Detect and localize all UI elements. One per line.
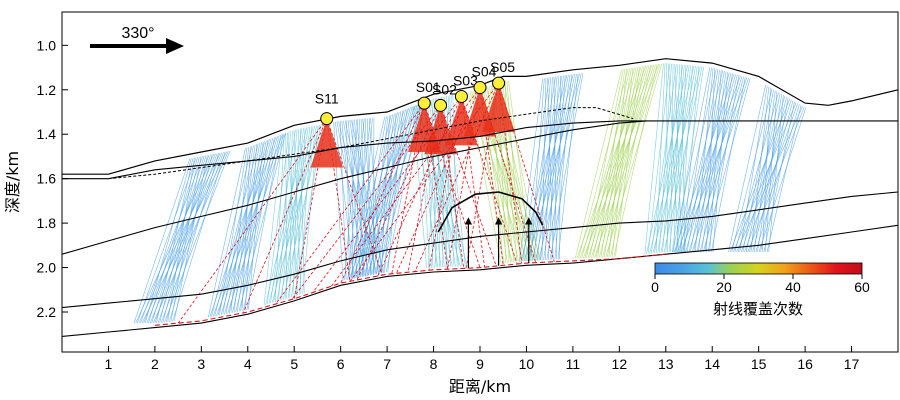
station-label: S02 xyxy=(432,81,457,97)
x-tick-label: 10 xyxy=(519,356,535,372)
y-tick-label: 1.4 xyxy=(37,126,57,142)
x-tick-label: 13 xyxy=(658,356,674,372)
station-circle-icon xyxy=(492,76,506,90)
station-marker: S01 xyxy=(416,79,441,110)
dome-outline xyxy=(437,191,544,233)
ray-path xyxy=(391,103,425,274)
station-circle-icon xyxy=(434,98,448,112)
ray-path xyxy=(326,118,383,276)
x-axis-ticks: 1 2 3 4 5 6 7 8 9 10 11 12 13 14 15 16 17 xyxy=(105,346,860,372)
direction-indicator: 330° xyxy=(90,25,184,54)
dome-body-layer xyxy=(437,191,544,269)
interface-line xyxy=(62,120,898,180)
ray-path xyxy=(356,105,441,281)
ray-fan xyxy=(310,118,343,168)
x-tick-label: 9 xyxy=(476,356,484,372)
dashed-reflector-line xyxy=(108,107,634,180)
ray-path xyxy=(407,105,441,273)
interface-line xyxy=(62,120,648,255)
ray-coverage-band xyxy=(672,67,751,253)
ray-path xyxy=(428,96,462,271)
x-tick-label: 8 xyxy=(430,356,438,372)
station-label: S11 xyxy=(315,91,339,107)
y-tick-label: 2.2 xyxy=(37,304,57,320)
interface-layer xyxy=(62,58,898,337)
station-circle-icon xyxy=(417,96,431,110)
ray-coverage-band xyxy=(728,84,807,253)
x-tick-label: 1 xyxy=(105,356,113,372)
colorbar-tick-label: 0 xyxy=(651,279,659,295)
y-tick-label: 1.8 xyxy=(37,215,57,231)
ray-path xyxy=(349,82,499,282)
x-tick-label: 15 xyxy=(751,356,767,372)
station-circle-icon xyxy=(320,112,334,126)
x-tick-label: 4 xyxy=(244,356,252,372)
ray-path xyxy=(275,102,425,305)
ray-coverage-band xyxy=(133,150,231,324)
station-circle-icon xyxy=(454,89,468,103)
ray-path xyxy=(461,96,486,268)
x-tick-label: 12 xyxy=(612,356,628,372)
ray-path xyxy=(340,102,425,284)
station-marker: S11 xyxy=(315,91,339,126)
x-tick-label: 11 xyxy=(566,356,581,372)
colorbar-tick-label: 60 xyxy=(854,279,870,295)
station-label: S01 xyxy=(416,79,441,95)
colorbar-label: 射线覆盖次数 xyxy=(713,300,803,318)
y-axis-ticks: 1.0 1.2 1.4 1.6 1.8 2.0 2.2 xyxy=(37,37,68,320)
plot-area xyxy=(62,58,898,337)
colorbar: 0 20 40 60 射线覆盖次数 xyxy=(651,262,870,318)
y-tick-label: 1.0 xyxy=(37,37,57,53)
ray-coverage-band xyxy=(208,132,286,318)
x-tick-label: 7 xyxy=(383,356,391,372)
station-marker: S04 xyxy=(472,64,497,95)
ray-path xyxy=(440,105,497,267)
station-marker: S05 xyxy=(490,59,515,90)
station-label: S05 xyxy=(490,59,515,75)
x-axis-label: 距离/km xyxy=(449,377,511,396)
colorbar-ramp xyxy=(654,262,863,275)
ray-path-layer xyxy=(177,82,555,324)
ray-path xyxy=(377,96,462,277)
x-tick-label: 16 xyxy=(797,356,813,372)
ray-path xyxy=(461,96,518,265)
x-tick-label: 2 xyxy=(151,356,159,372)
y-tick-label: 1.2 xyxy=(37,82,57,98)
y-tick-label: 2.0 xyxy=(37,260,57,276)
x-tick-label: 3 xyxy=(197,356,205,372)
ray-path xyxy=(331,87,481,287)
colorbar-ticks: 0 20 40 60 xyxy=(651,274,870,295)
ray-path xyxy=(291,105,441,300)
x-tick-label: 5 xyxy=(290,356,298,372)
x-tick-label: 6 xyxy=(337,356,345,372)
station-label: S04 xyxy=(472,64,497,80)
interface-line xyxy=(62,191,898,309)
station-marker: S02 xyxy=(432,81,457,112)
interface-line xyxy=(62,224,898,337)
x-tick-label: 14 xyxy=(704,356,720,372)
ray-path xyxy=(242,118,328,314)
y-tick-label: 1.6 xyxy=(37,171,57,187)
x-tick-label: 17 xyxy=(844,356,860,372)
direction-arrow-head-icon xyxy=(166,38,184,54)
station-circle-icon xyxy=(473,81,487,95)
station-marker: S03 xyxy=(453,72,478,103)
colorbar-tick-label: 40 xyxy=(785,279,801,295)
y-axis-label: 深度/km xyxy=(3,151,22,213)
ray-path xyxy=(414,82,499,272)
station-label: S03 xyxy=(453,72,478,88)
direction-label: 330° xyxy=(121,25,154,42)
red-dashed-reflector-line xyxy=(154,253,666,326)
colorbar-tick-label: 20 xyxy=(716,279,732,295)
ray-path xyxy=(396,87,481,274)
